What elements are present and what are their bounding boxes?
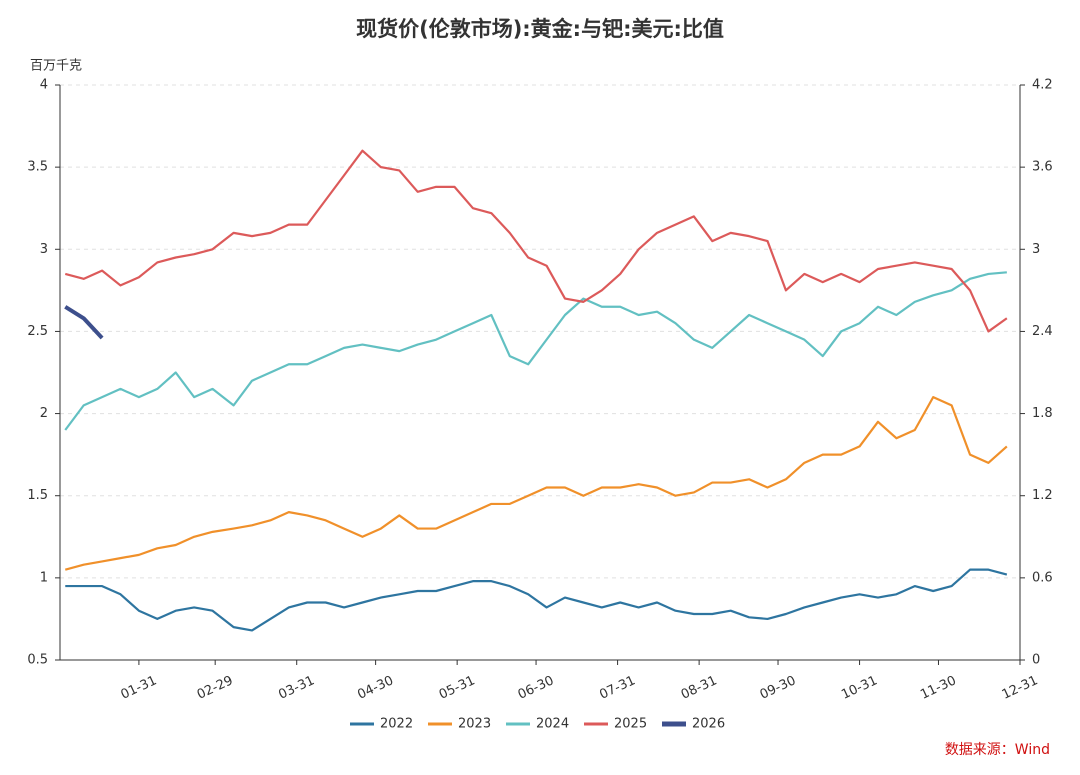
- source-note: 数据来源：Wind: [945, 742, 1050, 758]
- x-tick-label: 10-31: [839, 673, 880, 703]
- x-tick-label: 01-31: [119, 673, 160, 703]
- y2-tick-label: 3: [1032, 242, 1040, 257]
- y2-tick-label: 2.4: [1032, 324, 1053, 339]
- y2-tick-label: 1.2: [1032, 488, 1053, 503]
- y-tick-label: 1.5: [27, 488, 48, 503]
- line: [64, 396, 1008, 571]
- line: [64, 305, 104, 340]
- y-tick-label: 2: [40, 406, 48, 421]
- x-tick-label: 02-29: [195, 673, 236, 703]
- chart-title: 现货价(伦敦市场):黄金:与钯:美元:比值: [356, 17, 724, 41]
- y-tick-label: 4: [40, 78, 48, 93]
- x-tick-label: 04-30: [355, 673, 396, 703]
- x-tick-label: 11-30: [918, 673, 959, 703]
- y-tick-label: 3: [40, 242, 48, 257]
- x-tick-label: 09-30: [758, 673, 799, 703]
- y-tick-label: 3.5: [27, 160, 48, 175]
- y-tick-label: 2.5: [27, 324, 48, 339]
- legend-label: 2022: [380, 717, 413, 732]
- y2-tick-label: 4.2: [1032, 78, 1053, 93]
- y-tick-label: 1: [40, 570, 48, 585]
- legend-label: 2025: [614, 717, 647, 732]
- y-tick-label: 0.5: [27, 653, 48, 668]
- y2-tick-label: 0.6: [1032, 570, 1053, 585]
- y-axis-label: 百万千克: [30, 59, 82, 74]
- y2-tick-label: 3.6: [1032, 160, 1053, 175]
- x-tick-label: 05-31: [437, 673, 478, 703]
- line: [64, 271, 1007, 431]
- y2-tick-label: 1.8: [1032, 406, 1053, 421]
- legend-label: 2023: [458, 717, 491, 732]
- legend-label: 2024: [536, 717, 569, 732]
- legend-label: 2026: [692, 717, 725, 732]
- line: [65, 568, 1008, 632]
- x-tick-label: 03-31: [276, 673, 317, 703]
- x-tick-label: 06-30: [516, 673, 557, 703]
- x-tick-label: 12-31: [1000, 673, 1041, 703]
- line: [64, 149, 1008, 333]
- x-tick-label: 08-31: [679, 673, 720, 703]
- y2-tick-label: 0: [1032, 653, 1040, 668]
- x-tick-label: 07-31: [597, 673, 638, 703]
